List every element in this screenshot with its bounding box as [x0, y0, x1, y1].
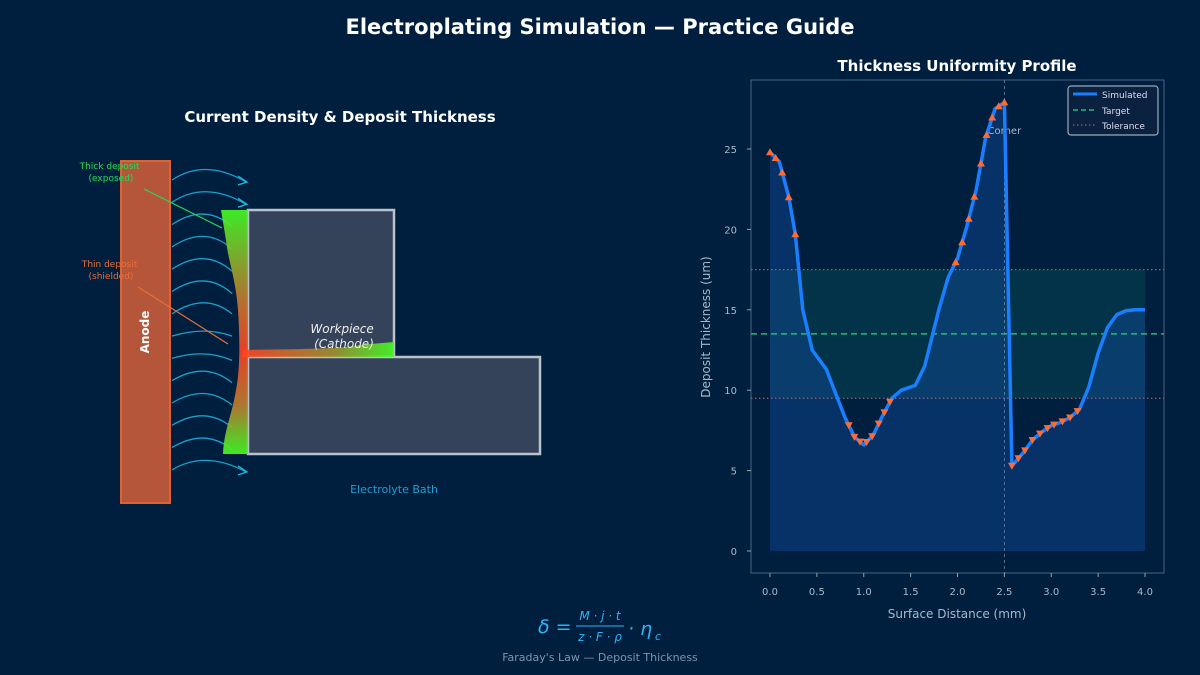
diagram: Current Density & Deposit Thickness Anod…: [79, 108, 542, 504]
page-title: Electroplating Simulation — Practice Gui…: [345, 15, 854, 39]
high-marker-icon: [1000, 98, 1009, 106]
field-arrow-icon: [237, 197, 249, 208]
formula: δ = M · j · t z · F · ρ · η c: [538, 609, 661, 644]
field-line: [171, 191, 247, 205]
low-marker-icon: [1028, 437, 1037, 445]
anode: [120, 160, 171, 504]
low-marker-icon: [844, 422, 853, 430]
chart-title: Thickness Uniformity Profile: [837, 57, 1076, 75]
svg-text:M · j · t: M · j · t: [579, 609, 622, 623]
svg-text:z · F · ρ: z · F · ρ: [577, 630, 622, 644]
high-marker-icon: [982, 130, 991, 138]
low-marker-icon: [1043, 425, 1052, 433]
thin-deposit-label: Thin deposit (shielded): [81, 260, 140, 282]
field-line: [171, 235, 233, 250]
thick-arrow: [143, 188, 223, 229]
field-arrow-icon: [237, 465, 249, 476]
thickness-chart: Thickness Uniformity Profile 0.0 0.5 1.0 1.…: [699, 57, 1165, 621]
legend-tolerance: Tolerance: [1101, 122, 1145, 132]
high-marker-icon: [994, 102, 1003, 110]
y-tick-label: 5: [731, 467, 737, 478]
workpiece-label: Workpiece (Cathode): [310, 322, 377, 351]
svg-text:· η: · η: [628, 618, 652, 640]
high-marker-icon: [766, 148, 774, 156]
low-marker-icon: [1050, 421, 1059, 429]
high-marker-icon: [976, 159, 985, 167]
low-marker-icon: [1014, 455, 1023, 463]
field-arrow-icon: [237, 175, 249, 186]
y-tick-label: 25: [724, 145, 737, 156]
low-marker-icon: [1066, 414, 1074, 422]
high-marker-icon: [970, 192, 979, 200]
low-marker-icon: [1036, 430, 1044, 438]
field-lines: [171, 168, 249, 476]
x-tick-label: 3.0: [1043, 587, 1059, 598]
field-line: [171, 459, 247, 473]
field-line: [171, 353, 233, 361]
y-tick-label: 20: [724, 225, 737, 236]
high-marker-icon: [771, 154, 780, 162]
bath-label: Electrolyte Bath: [350, 483, 438, 496]
legend-target: Target: [1101, 107, 1130, 117]
high-marker-icon: [951, 258, 960, 266]
x-tick-label: 2.5: [996, 587, 1012, 598]
x-tick-label: 0.5: [809, 587, 825, 598]
workpiece-lower: [246, 355, 542, 456]
high-marker-icon: [988, 113, 997, 121]
high-marker-icon: [784, 193, 793, 201]
low-marker-icon: [868, 433, 877, 441]
y-tick-label: 0: [731, 547, 737, 558]
field-line: [171, 370, 233, 384]
x-tick-label: 2.0: [950, 587, 966, 598]
low-marker-icon: [856, 438, 864, 446]
low-marker-icon: [1007, 462, 1016, 470]
deposit-horizontal: [242, 342, 394, 357]
formula-caption: Faraday's Law — Deposit Thickness: [502, 651, 698, 664]
low-marker-icon: [862, 438, 871, 446]
x-tick-label: 4.0: [1137, 587, 1153, 598]
high-marker-icon: [958, 238, 967, 246]
high-marker-icon: [964, 214, 973, 222]
low-marker-icon: [1058, 418, 1067, 426]
thick-deposit-label: Thick deposit (exposed): [79, 162, 143, 184]
svg-text:c: c: [655, 630, 661, 643]
low-marker-icon: [886, 398, 894, 406]
x-tick-label: 1.0: [856, 587, 872, 598]
x-tick-label: 0.0: [762, 587, 778, 598]
low-marker-icon: [874, 420, 883, 428]
field-line: [171, 392, 233, 406]
field-line: [171, 330, 233, 337]
legend: Simulated Target Tolerance: [1067, 85, 1159, 136]
y-tick-label: 15: [724, 306, 737, 317]
low-marker-icon: [1073, 408, 1082, 416]
field-line: [171, 302, 233, 315]
field-line: [171, 415, 233, 428]
legend-simulated: Simulated: [1102, 91, 1147, 101]
low-marker-icon: [1021, 447, 1029, 455]
y-tick-label: 10: [724, 386, 737, 397]
high-marker-icon: [791, 230, 800, 238]
anode-label: Anode: [138, 311, 152, 354]
field-line: [171, 258, 233, 272]
svg-text:δ =: δ =: [538, 616, 572, 638]
deposit-vertical: [221, 210, 248, 454]
low-marker-icon: [850, 433, 859, 441]
low-marker-icon: [880, 409, 889, 417]
x-tick-label: 1.5: [903, 587, 919, 598]
diagram-title: Current Density & Deposit Thickness: [184, 108, 495, 126]
y-axis-label: Deposit Thickness (um): [699, 256, 713, 397]
field-line: [171, 437, 233, 451]
x-tick-label: 3.5: [1090, 587, 1106, 598]
thin-arrow: [137, 286, 229, 345]
high-marker-icon: [778, 168, 787, 176]
field-line: [171, 280, 233, 294]
x-axis-label: Surface Distance (mm): [888, 607, 1027, 621]
area-fill: [770, 102, 1145, 552]
field-line: [171, 168, 247, 183]
